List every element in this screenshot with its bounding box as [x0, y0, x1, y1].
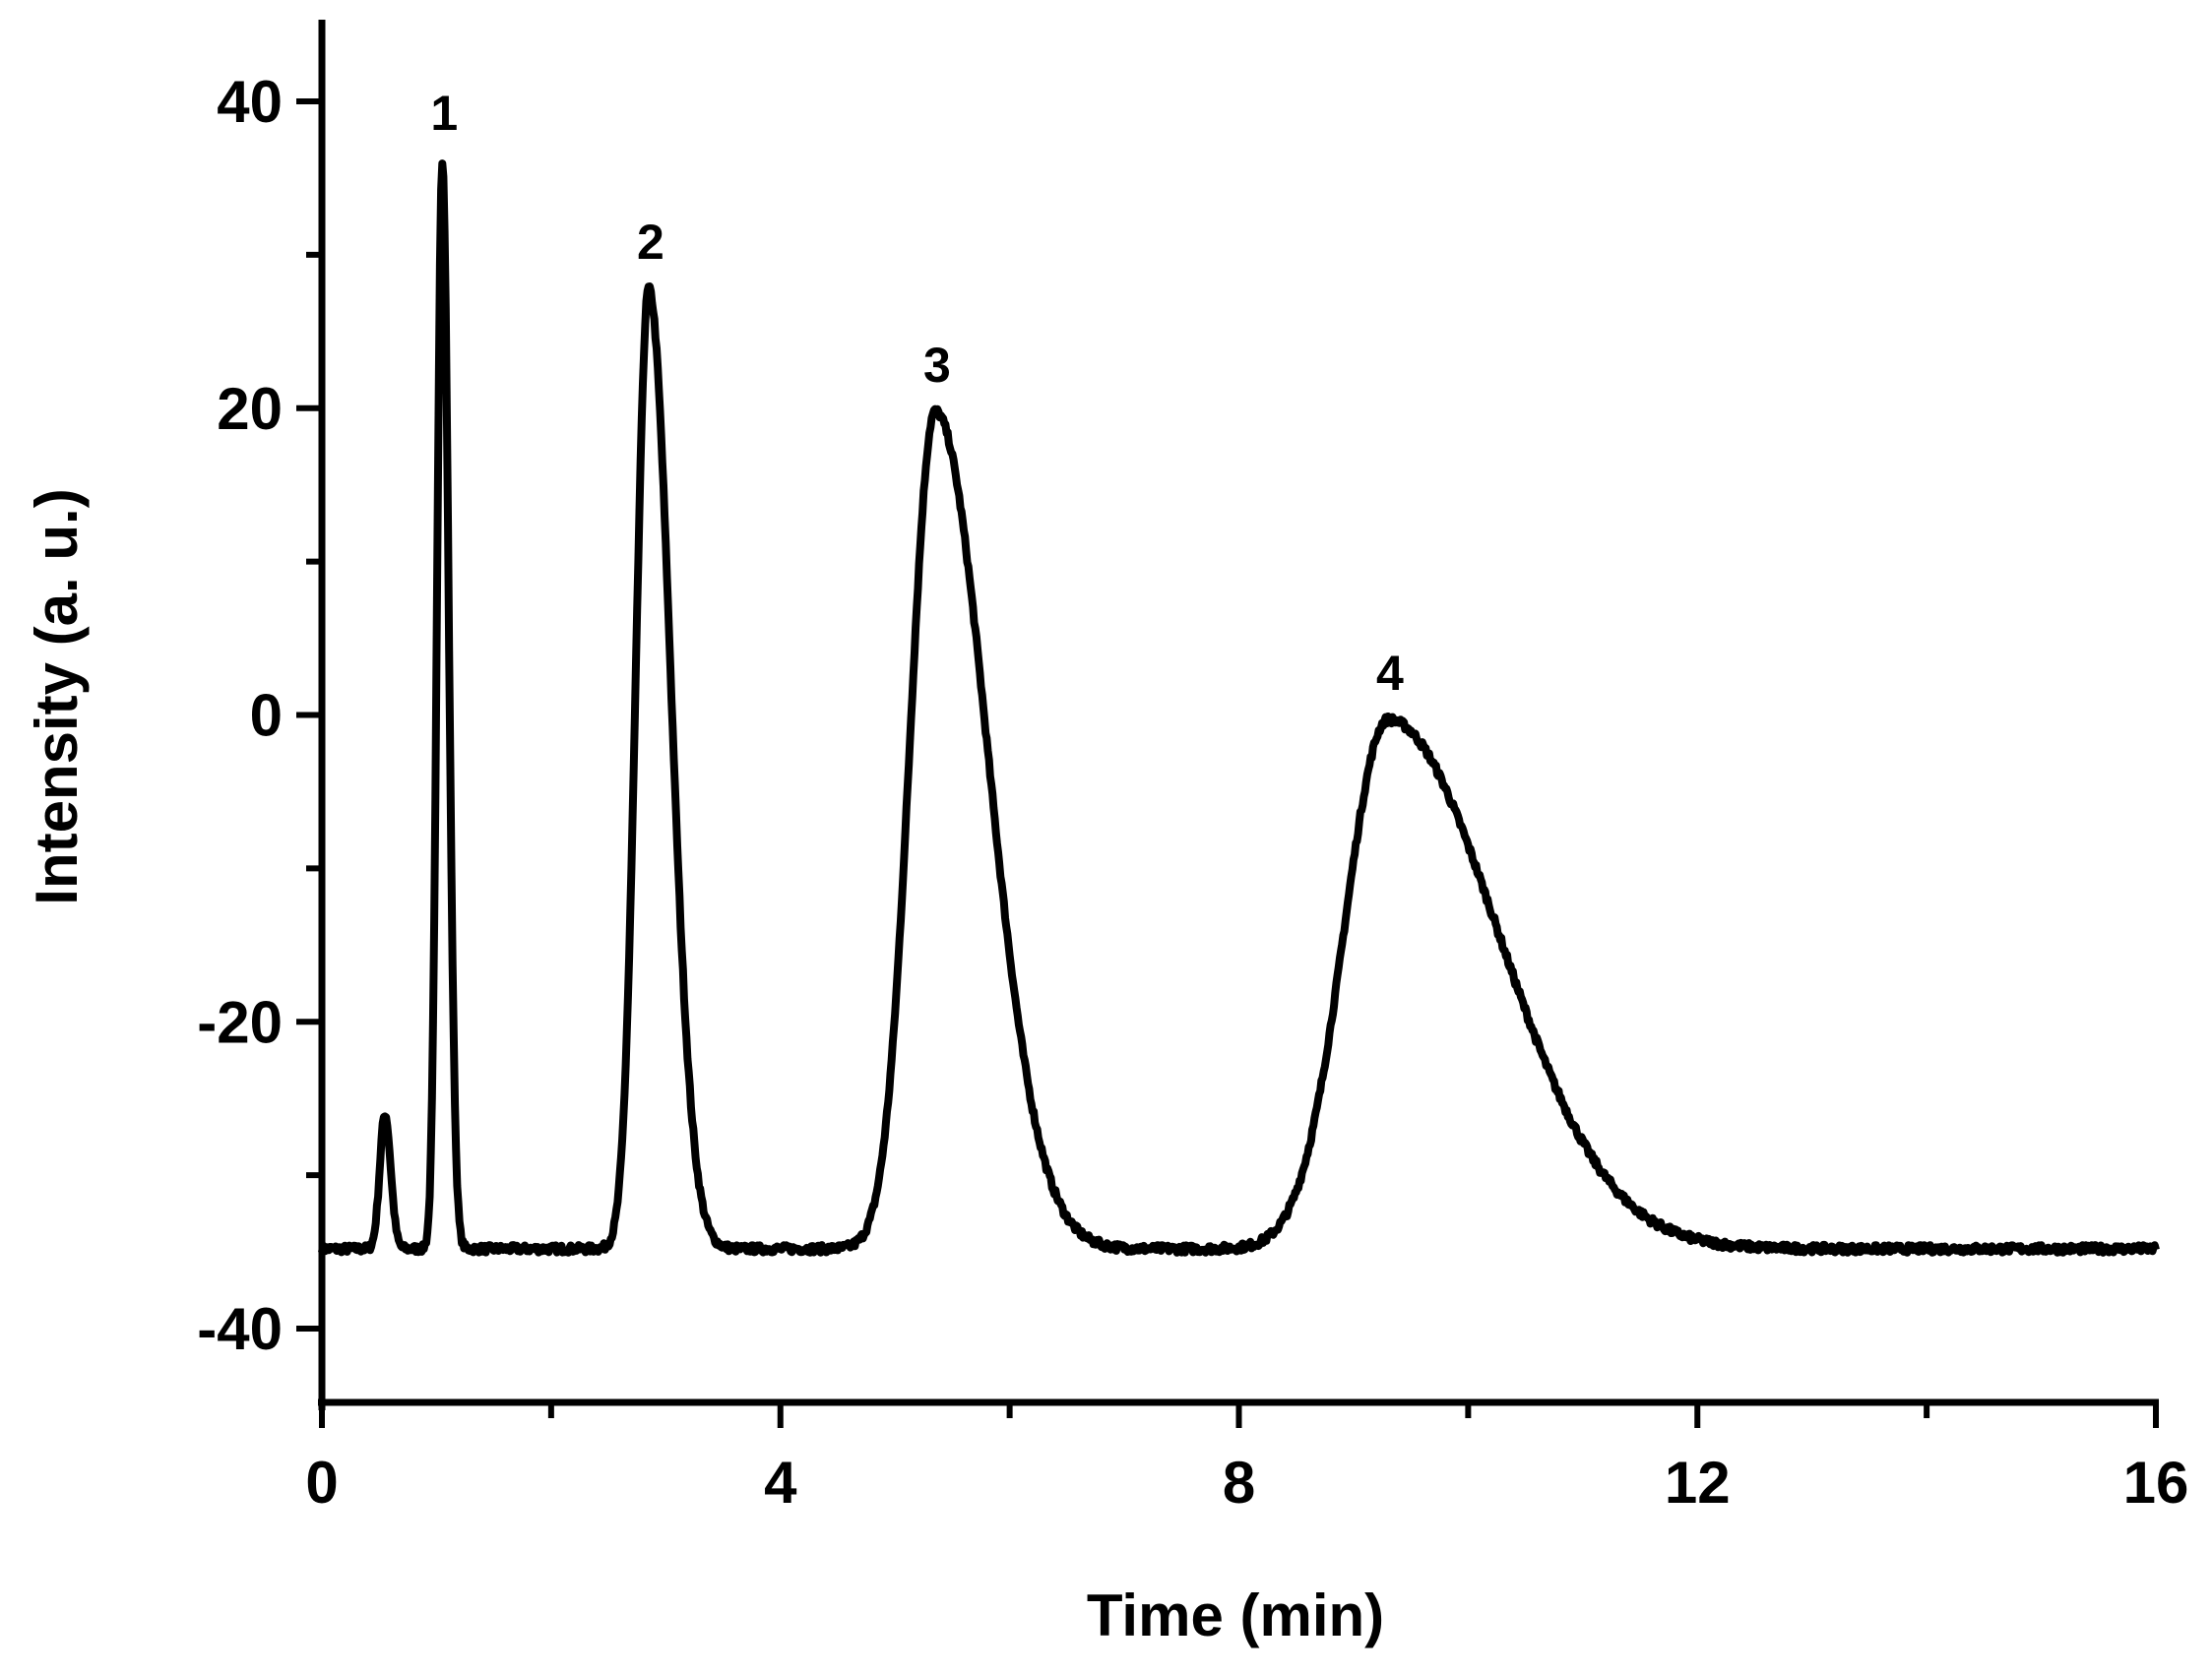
y-tick-label: 40 [217, 69, 283, 135]
labels: Time (min) Intensity (a. u.) [24, 488, 1384, 1648]
peak-label-2: 2 [637, 215, 664, 270]
x-tick-label: 0 [305, 1450, 338, 1516]
y-tick-label: -20 [197, 989, 283, 1055]
peak-label-4: 4 [1376, 646, 1404, 701]
peak-label-3: 3 [923, 338, 951, 393]
x-axis-title: Time (min) [1087, 1583, 1384, 1648]
plot-area: 1 2 3 4 [318, 86, 2160, 1257]
x-tick-label: 16 [2123, 1450, 2189, 1516]
y-axis-title: Intensity (a. u.) [24, 488, 90, 904]
y-tick-label: -40 [197, 1296, 283, 1362]
x-tick-label: 12 [1665, 1450, 1731, 1516]
chromatogram-trace [318, 159, 2160, 1257]
x-tick-label: 4 [764, 1450, 797, 1516]
peak-label-1: 1 [430, 86, 458, 141]
y-tick-label: 20 [217, 376, 283, 442]
x-tick-label: 8 [1223, 1450, 1255, 1516]
y-tick-label: 0 [250, 683, 283, 749]
